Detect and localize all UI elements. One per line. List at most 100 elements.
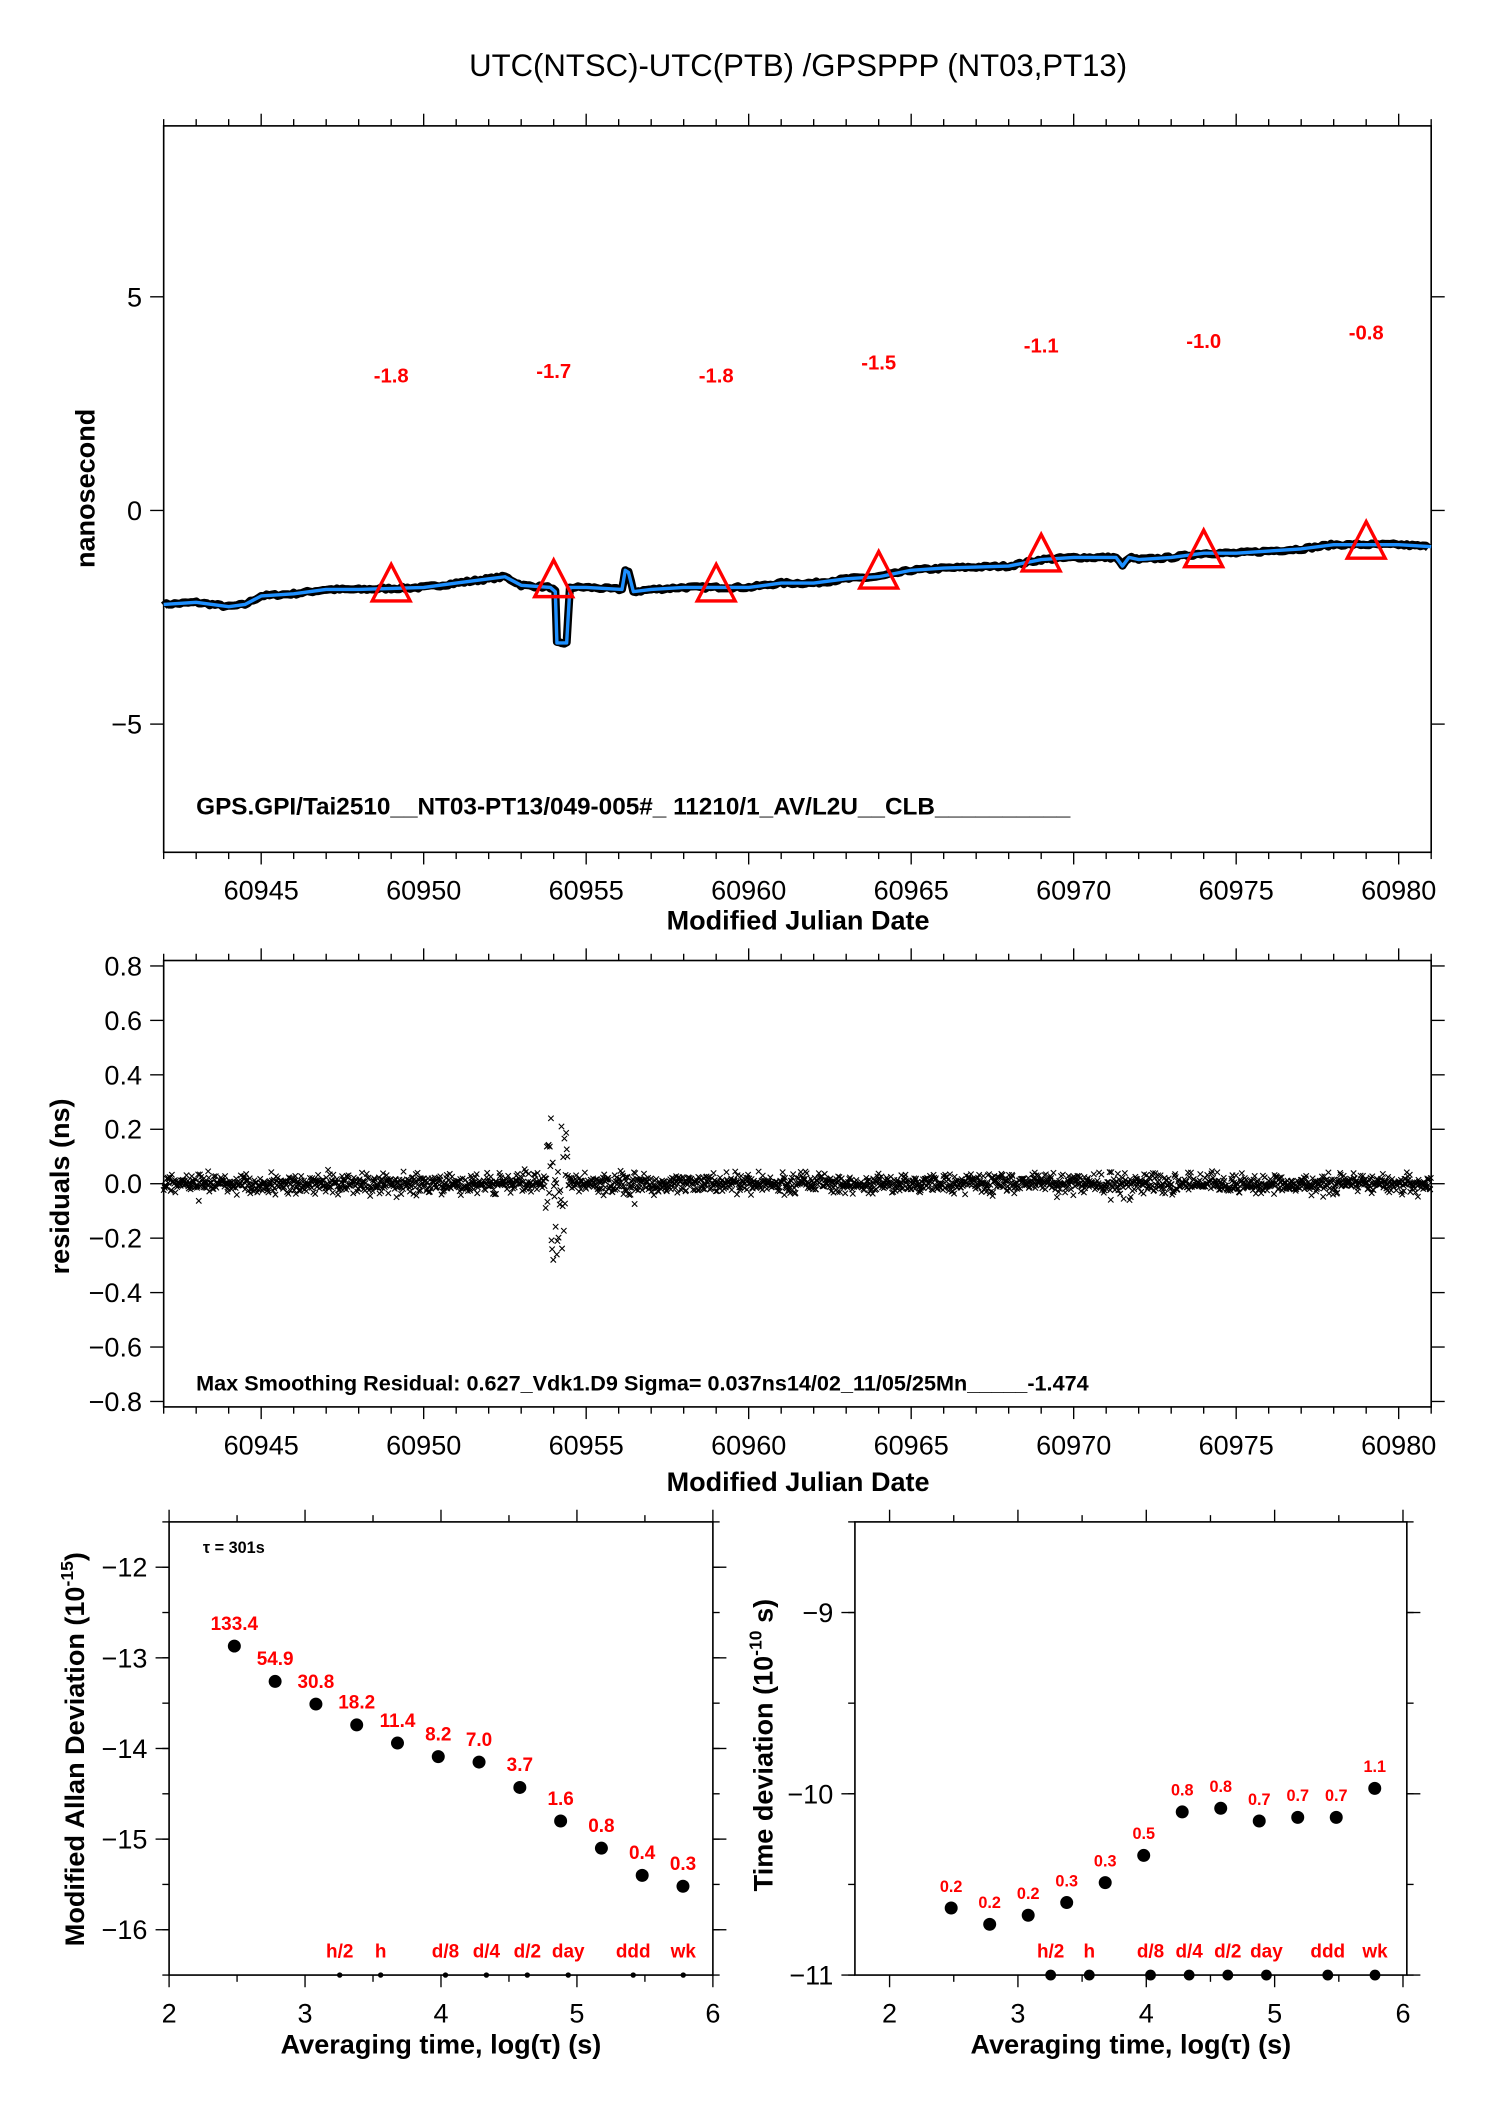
residual-point (410, 1190, 417, 1197)
residual-point (987, 1188, 994, 1195)
residual-point (367, 1192, 374, 1199)
residual-point (926, 1172, 934, 1179)
residual-point (295, 1178, 302, 1185)
residual-point (747, 1191, 755, 1198)
residual-point (462, 1176, 469, 1183)
point-value-label: 133.4 (211, 1614, 259, 1635)
residual-point (1393, 1187, 1400, 1194)
residual-point (976, 1171, 983, 1178)
residual-point (1121, 1169, 1128, 1177)
residual-point (1127, 1193, 1134, 1201)
residual-point (911, 1185, 918, 1193)
mdev-panel: 2 3 4 5 6 −16 −15 −14 −13 −12 133.4 54.930.818.211.… (102, 1509, 727, 2028)
residual-point (363, 1170, 370, 1177)
residual-point (1149, 1169, 1157, 1177)
residual-point (183, 1172, 190, 1179)
residual-point (784, 1179, 791, 1187)
residual-point (842, 1190, 849, 1197)
mdev-frame (168, 1521, 714, 1976)
residual-point (518, 1174, 525, 1181)
point-value-label: 0.7 (1248, 1791, 1271, 1809)
residual-point (554, 1237, 561, 1245)
stability-point (513, 1780, 527, 1794)
x-tick-label: 60945 (224, 1430, 299, 1460)
residual-point (946, 1171, 954, 1178)
stability-point (1098, 1876, 1112, 1890)
residual-point (1313, 1188, 1320, 1195)
residual-point (505, 1172, 512, 1179)
residual-point (491, 1191, 498, 1198)
residual-point (554, 1168, 562, 1175)
residual-point (264, 1187, 271, 1194)
residual-point (781, 1174, 789, 1181)
x-tick-label: 2 (162, 1998, 177, 2028)
residual-point (1108, 1169, 1115, 1176)
x-tick-label: 60980 (1361, 876, 1436, 906)
offset-trace (163, 542, 1432, 645)
triangle-marker (369, 560, 413, 603)
residual-point (563, 1129, 570, 1136)
period-marker (1083, 1969, 1095, 1981)
residual-point (365, 1174, 372, 1181)
stability-point (594, 1841, 608, 1855)
residual-point (745, 1171, 752, 1178)
residual-point (995, 1179, 1002, 1186)
period-marker (377, 1972, 384, 1978)
residual-point (312, 1190, 319, 1198)
residual-point (413, 1192, 420, 1199)
y-tick-label: 0.6 (104, 1006, 142, 1036)
residual-point (1134, 1176, 1141, 1183)
x-axis-label-residuals: Modified Julian Date (667, 1467, 930, 1497)
marker-value-label: -1.8 (374, 365, 409, 387)
residual-point (315, 1171, 322, 1179)
residual-point (560, 1227, 567, 1234)
residual-point (454, 1177, 461, 1184)
residual-point (358, 1169, 366, 1176)
stability-point (1060, 1896, 1074, 1910)
period-label: h/2 (1037, 1941, 1064, 1962)
residual-point (1152, 1170, 1159, 1177)
residual-point (812, 1186, 820, 1193)
triangle-marker (1019, 530, 1063, 573)
residual-point (1370, 1186, 1377, 1194)
residual-point (378, 1175, 385, 1182)
residual-point (563, 1146, 570, 1153)
residual-point (1207, 1185, 1214, 1192)
residual-point (379, 1170, 387, 1177)
period-marker (1222, 1969, 1234, 1981)
residual-point (1107, 1196, 1114, 1203)
residual-point (1053, 1194, 1061, 1201)
residual-point (1210, 1174, 1217, 1182)
residual-point (205, 1168, 212, 1175)
residual-point (550, 1256, 557, 1263)
residual-point (551, 1193, 558, 1200)
residual-point (630, 1181, 637, 1188)
y-tick-label: 5 (127, 282, 142, 312)
residual-point (647, 1175, 655, 1182)
residual-point (558, 1123, 565, 1130)
x-tick-label: 6 (1395, 1998, 1410, 2028)
period-marker (1261, 1969, 1272, 1981)
point-value-label: 30.8 (298, 1672, 335, 1693)
stability-point (390, 1736, 404, 1750)
y-axis-label-tdev: Time deviation (10-10 s) (746, 1599, 779, 1891)
x-tick-label: 3 (1010, 1998, 1025, 2028)
residual-point (464, 1187, 471, 1195)
residual-point (994, 1173, 1001, 1180)
residual-point (573, 1172, 580, 1179)
residual-point (1399, 1191, 1406, 1198)
stability-point (635, 1868, 649, 1882)
residual-point (815, 1170, 822, 1177)
residual-point (1135, 1184, 1142, 1191)
residual-point (1106, 1169, 1113, 1176)
point-value-label: 0.5 (1132, 1825, 1155, 1843)
residual-point (1011, 1190, 1018, 1197)
residual-point (549, 1246, 556, 1253)
residual-point (246, 1175, 253, 1182)
period-label: wk (670, 1941, 697, 1962)
residual-point (581, 1169, 588, 1176)
residual-point (1048, 1175, 1055, 1182)
point-value-label: 0.8 (588, 1816, 614, 1837)
x-tick-label: 3 (298, 1998, 313, 2028)
residual-point (417, 1187, 424, 1194)
